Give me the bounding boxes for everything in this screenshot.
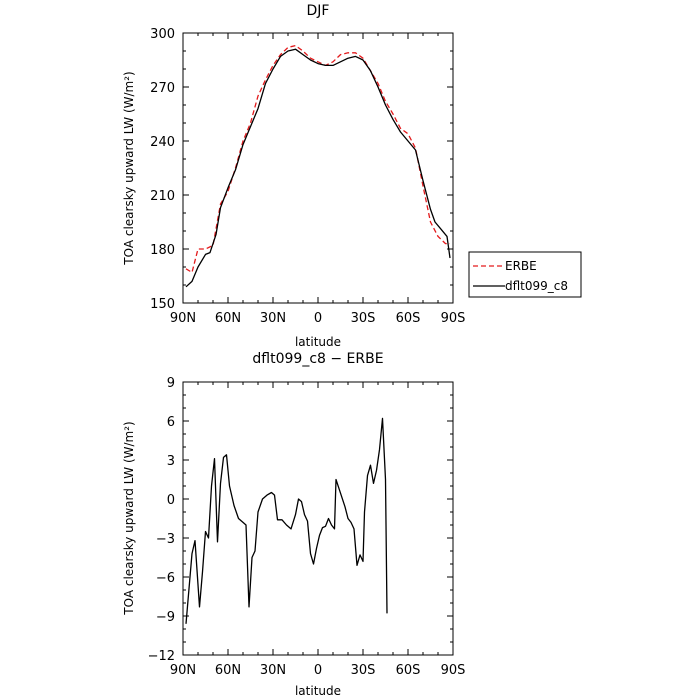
top-x-tick-label: 60S [396,311,421,326]
bottom-x-tick-label: 30N [260,663,286,678]
bottom-x-tick-label: 60N [215,663,241,678]
bottom-x-tick-label: 60S [396,663,421,678]
bottom-chart-title: dflt099_c8 − ERBE [252,351,383,367]
legend-model-label: dflt099_c8 [505,279,568,293]
top-y-tick-label: 210 [150,189,175,204]
bottom-y-tick-label: −9 [156,610,175,625]
bottom-y-tick-label: −3 [156,532,175,547]
top-chart-title: DJF [307,3,330,19]
top-plot-frame [182,32,454,304]
bottom-y-axis-label: TOA clearsky upward LW (W/m²) [122,421,136,615]
top-x-tick-label: 0 [314,311,322,326]
top-x-tick-label: 90N [170,311,196,326]
bottom-y-tick-label: 6 [167,415,175,430]
legend: ERBE dflt099_c8 [468,251,582,298]
bottom-y-tick-label: 0 [167,493,175,508]
bottom-x-tick-label: 90S [441,663,466,678]
top-series-line-1 [185,44,450,274]
legend-erbe-label: ERBE [505,259,537,273]
top-y-tick-label: 180 [150,243,175,258]
bottom-y-tick-label: −12 [148,649,175,664]
bottom-y-tick-label: 9 [167,376,175,391]
top-x-tick-label: 90S [441,311,466,326]
legend-box [468,251,582,298]
top-y-tick-label: 150 [150,297,175,312]
panel-top: DJF 90N 60N 30N 0 30S 60S 90S 150 180 210 240 270 30… [122,3,465,349]
bottom-y-tick-label: −6 [156,571,175,586]
top-x-tick-label: 30S [351,311,376,326]
bottom-x-tick-label: 30S [351,663,376,678]
bottom-ticks: 90N 60N 30N 0 30S 60S 90S −12 −9 −6 −3 0 3 6 9 [148,376,466,678]
top-y-tick-label: 240 [150,135,175,150]
top-x-tick-label: 60N [215,311,241,326]
top-y-axis-label: TOA clearsky upward LW (W/m²) [122,71,136,265]
bottom-x-axis-label: latitude [295,684,341,698]
panel-bottom: dflt099_c8 − ERBE 90N 60N 30N 0 30S 60S 90S −12… [122,351,465,698]
bottom-series-line-1 [185,417,388,624]
bottom-y-tick-label: 3 [167,454,175,469]
bottom-plot-frame [182,381,454,656]
top-x-tick-label: 30N [260,311,286,326]
top-series-line-2 [185,48,451,288]
top-x-axis-label: latitude [295,335,341,349]
bottom-x-tick-label: 0 [314,663,322,678]
top-y-tick-label: 270 [150,81,175,96]
top-series [185,44,451,288]
top-ticks: 90N 60N 30N 0 30S 60S 90S 150 180 210 240 270 300 [150,27,465,326]
bottom-x-tick-label: 90N [170,663,196,678]
top-y-tick-label: 300 [150,27,175,42]
bottom-series [185,417,388,624]
